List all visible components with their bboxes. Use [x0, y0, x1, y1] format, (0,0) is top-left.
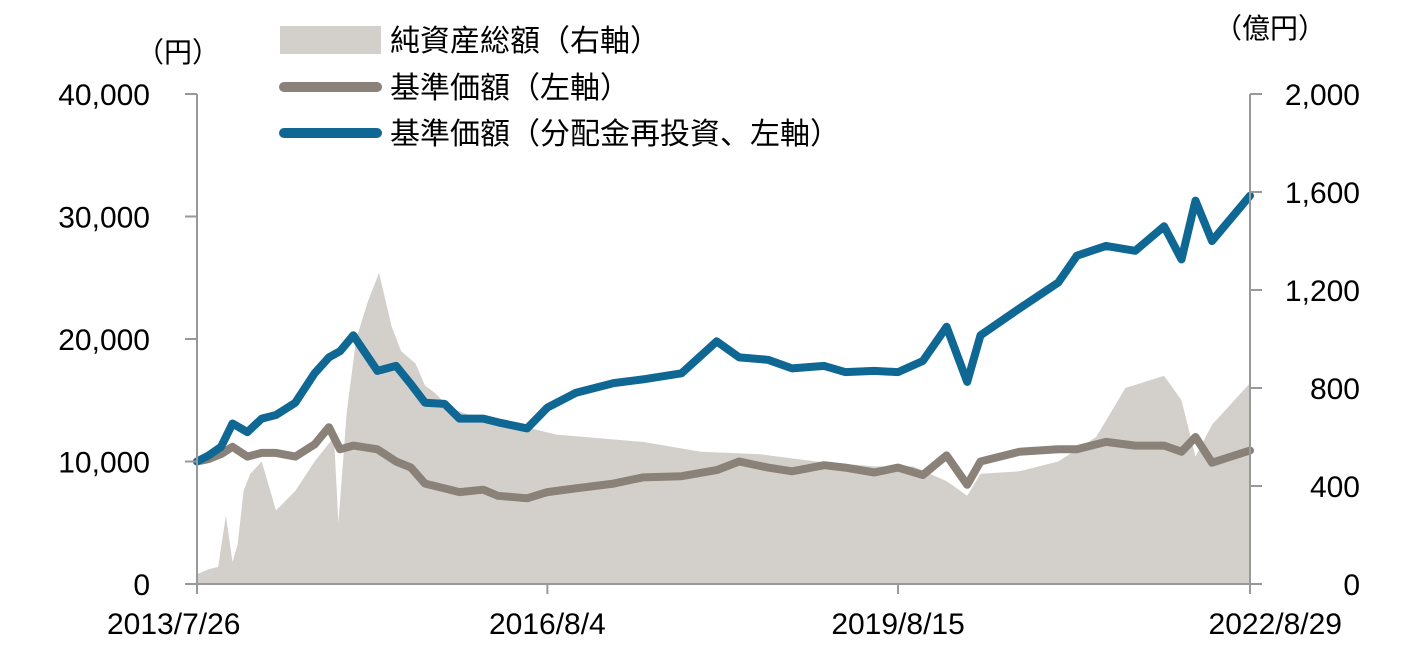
legend-label: 基準価額（分配金再投資、左軸） [390, 117, 840, 152]
nav-reinvested-line-layer [193, 191, 1254, 466]
left-tick-label: 40,000 [58, 79, 150, 112]
right-tick-label: 800 [1310, 373, 1360, 406]
right-tick-label: 1,200 [1285, 275, 1360, 308]
x-tick-label: 2022/8/29 [1209, 608, 1342, 641]
nav-line-layer [193, 423, 1254, 503]
left-tick-label: 20,000 [58, 324, 150, 357]
nav-reinvested-line [193, 191, 1254, 466]
right-tick-label: 0 [1343, 569, 1360, 602]
right-tick-label: 1,600 [1285, 177, 1360, 210]
x-tick-label: 2016/8/4 [489, 608, 606, 641]
legend-label: 純資産総額（右軸） [390, 24, 660, 59]
nav-line [193, 423, 1254, 503]
legend-label: 基準価額（左軸） [390, 71, 630, 106]
x-tick-label: 2013/7/26 [107, 608, 240, 641]
right-tick-label: 400 [1310, 471, 1360, 504]
aum-area-layer [197, 272, 1250, 584]
right-axis-unit: （億円） [1214, 12, 1326, 45]
left-axis-unit: （円） [136, 36, 220, 69]
legend-swatch-area [280, 26, 381, 54]
left-tick-label: 0 [133, 569, 150, 602]
left-tick-label: 30,000 [58, 202, 150, 235]
x-tick-label: 2019/8/15 [831, 608, 964, 641]
legend: 純資産総額（右軸） 基準価額（左軸） 基準価額（分配金再投資、左軸） [279, 24, 840, 152]
left-tick-label: 10,000 [58, 447, 150, 480]
axes-layer: 0 10,000 20,000 30,000 40,000 0 400 800 1,200 1,6… [58, 12, 1360, 641]
right-tick-label: 2,000 [1285, 79, 1360, 112]
aum-area [197, 272, 1250, 584]
